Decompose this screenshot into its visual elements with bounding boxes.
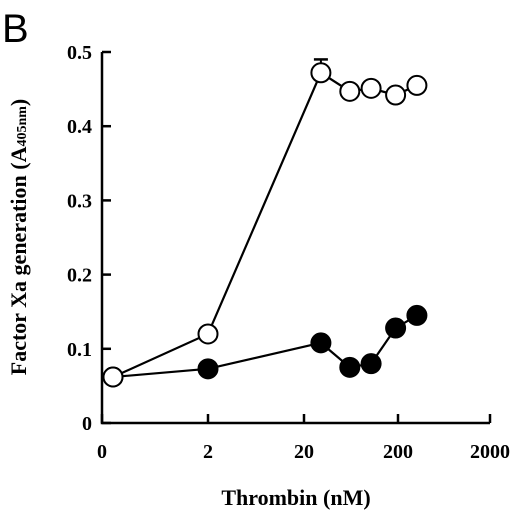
x-tick-label: 2 <box>203 441 213 463</box>
y-tick-label: 0.5 <box>67 42 92 64</box>
x-tick-label: 2000 <box>470 441 510 463</box>
series-1-point <box>197 323 219 345</box>
y-axis-title: Factor Xa generation (A405nm) <box>6 99 31 375</box>
y-axis-title-close: ) <box>6 99 31 106</box>
series-2-point <box>360 353 382 375</box>
y-axis-ticks: 0 0.1 0.2 0.3 0.4 0.5 <box>67 42 111 435</box>
series-2-point <box>339 356 361 378</box>
y-tick-label: 0.1 <box>67 339 92 361</box>
series-1-point <box>310 62 332 84</box>
series-1-point <box>385 84 407 106</box>
series-1-line <box>112 71 418 378</box>
series-2-point <box>197 358 219 380</box>
x-tick-label: 200 <box>383 441 413 463</box>
y-tick-label: 0 <box>82 413 92 435</box>
series-2-point <box>310 332 332 354</box>
y-tick-label: 0.4 <box>67 116 92 138</box>
series-1-point <box>339 80 361 102</box>
series-1-point <box>102 366 124 388</box>
series-1-point <box>406 74 428 96</box>
x-tick-label: 20 <box>294 441 314 463</box>
y-axis-title-main: Factor Xa generation (A <box>6 146 31 375</box>
x-axis-ticks: 0 2 20 200 2000 <box>97 414 510 463</box>
series-1-point <box>360 77 382 99</box>
x-axis-title: Thrombin (nM) <box>221 485 370 510</box>
y-axis-title-unit: 405nm <box>15 106 30 147</box>
series-2-point <box>406 304 428 326</box>
axis-frame <box>100 52 490 425</box>
x-tick-label: 0 <box>97 441 107 463</box>
panel-label: B <box>2 7 29 51</box>
series-layer <box>102 58 428 388</box>
y-tick-label: 0.2 <box>67 265 92 287</box>
series-2-point <box>385 317 407 339</box>
y-tick-label: 0.3 <box>67 190 92 212</box>
axes <box>100 52 490 425</box>
